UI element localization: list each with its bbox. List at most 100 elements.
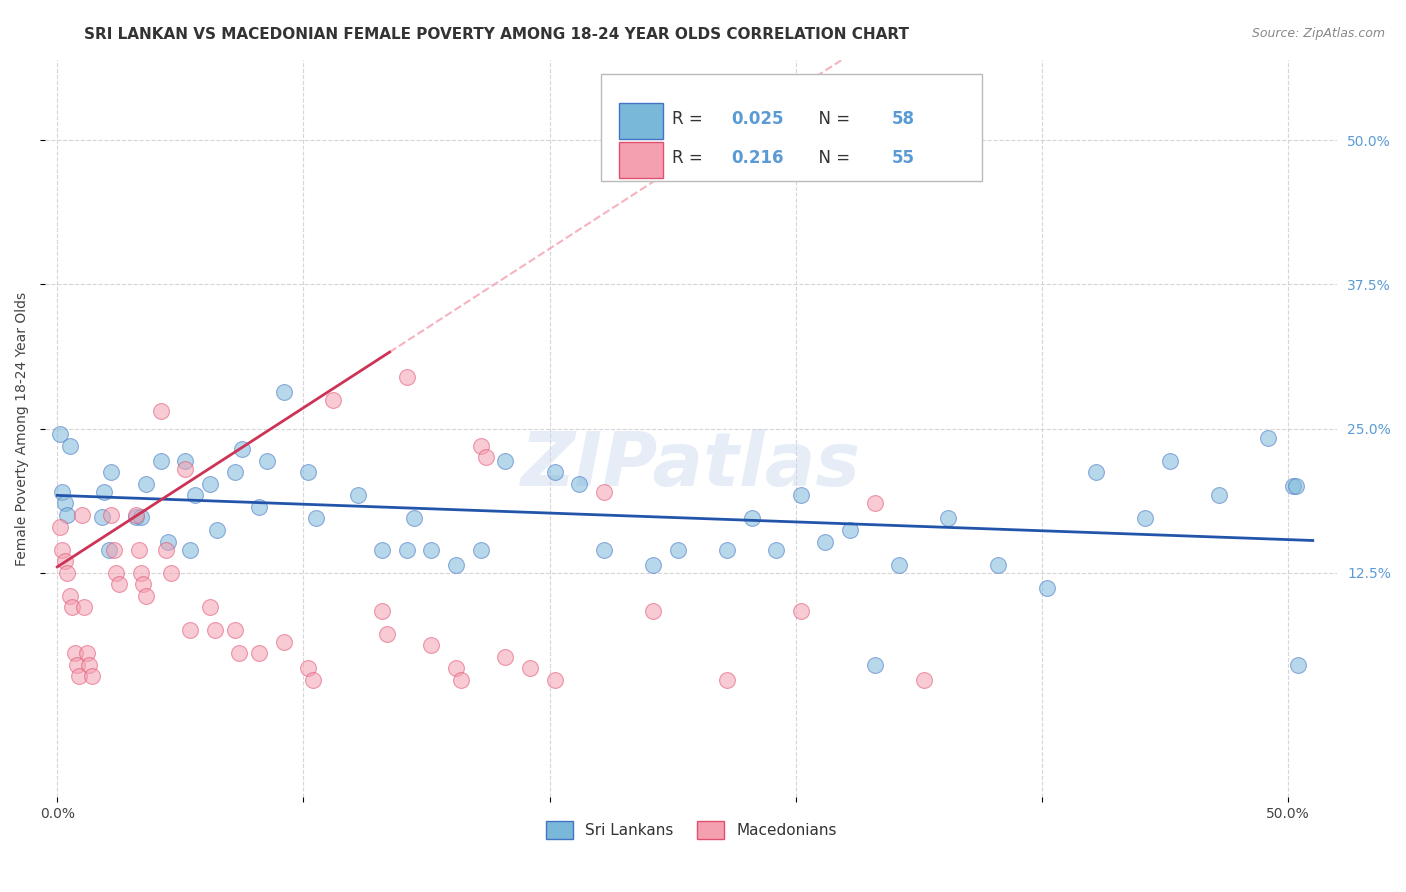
Point	[273, 384, 295, 399]
Text: 55: 55	[891, 149, 914, 167]
FancyBboxPatch shape	[600, 74, 981, 181]
Text: 0.025: 0.025	[731, 110, 783, 128]
Point	[159, 566, 181, 580]
Point	[641, 604, 664, 618]
FancyBboxPatch shape	[619, 142, 662, 178]
Point	[256, 454, 278, 468]
Point	[108, 577, 131, 591]
Point	[66, 657, 89, 672]
Point	[207, 523, 229, 537]
Point	[790, 488, 813, 502]
Point	[58, 589, 80, 603]
Point	[1135, 511, 1157, 525]
Point	[395, 542, 418, 557]
Point	[70, 508, 93, 522]
Point	[494, 454, 516, 468]
Point	[204, 624, 226, 638]
Point	[128, 542, 150, 557]
Text: ZIPatlas: ZIPatlas	[522, 429, 862, 502]
Point	[125, 508, 148, 522]
Point	[938, 511, 960, 525]
Point	[1286, 657, 1309, 672]
Point	[839, 523, 862, 537]
Point	[135, 589, 157, 603]
Point	[1257, 431, 1279, 445]
Point	[100, 466, 122, 480]
Point	[73, 600, 96, 615]
Point	[105, 566, 128, 580]
Point	[155, 542, 177, 557]
Text: SRI LANKAN VS MACEDONIAN FEMALE POVERTY AMONG 18-24 YEAR OLDS CORRELATION CHART: SRI LANKAN VS MACEDONIAN FEMALE POVERTY …	[84, 27, 910, 42]
Point	[174, 462, 197, 476]
Point	[179, 624, 201, 638]
Point	[444, 558, 467, 572]
Point	[470, 542, 492, 557]
Y-axis label: Female Poverty Among 18-24 Year Olds: Female Poverty Among 18-24 Year Olds	[15, 292, 30, 566]
Text: 58: 58	[891, 110, 914, 128]
Point	[765, 542, 787, 557]
Point	[63, 646, 86, 660]
Text: R =: R =	[672, 110, 707, 128]
Point	[305, 511, 328, 525]
Point	[67, 669, 90, 683]
Point	[790, 604, 813, 618]
Point	[53, 554, 76, 568]
Point	[98, 542, 121, 557]
Point	[247, 500, 270, 514]
Point	[641, 558, 664, 572]
Point	[1208, 488, 1230, 502]
Point	[198, 600, 221, 615]
Point	[322, 392, 344, 407]
Point	[79, 657, 101, 672]
Point	[568, 476, 591, 491]
FancyBboxPatch shape	[619, 103, 662, 138]
Point	[174, 454, 197, 468]
Point	[273, 635, 295, 649]
Point	[93, 484, 115, 499]
Point	[371, 542, 394, 557]
Point	[90, 510, 112, 524]
Point	[543, 673, 565, 687]
Point	[297, 661, 319, 675]
Point	[1159, 454, 1181, 468]
Point	[395, 369, 418, 384]
Point	[987, 558, 1010, 572]
Point	[53, 496, 76, 510]
Point	[129, 510, 152, 524]
Point	[184, 488, 207, 502]
Point	[450, 673, 472, 687]
Point	[592, 542, 614, 557]
Point	[470, 439, 492, 453]
Point	[519, 661, 541, 675]
Point	[889, 558, 911, 572]
Point	[543, 466, 565, 480]
Point	[247, 646, 270, 660]
Point	[814, 534, 837, 549]
Point	[100, 508, 122, 522]
Point	[125, 510, 148, 524]
Legend: Sri Lankans, Macedonians: Sri Lankans, Macedonians	[540, 815, 844, 845]
Point	[716, 542, 738, 557]
Point	[592, 484, 614, 499]
Point	[371, 604, 394, 618]
Text: N =: N =	[807, 110, 855, 128]
Point	[129, 566, 152, 580]
Point	[912, 673, 935, 687]
Point	[1284, 479, 1306, 493]
Point	[179, 542, 201, 557]
Point	[132, 577, 155, 591]
Point	[198, 476, 221, 491]
Point	[297, 466, 319, 480]
Point	[76, 646, 98, 660]
Point	[60, 600, 83, 615]
Point	[228, 646, 250, 660]
Point	[346, 488, 368, 502]
Point	[474, 450, 496, 465]
Point	[48, 427, 70, 442]
Point	[1085, 466, 1108, 480]
Point	[444, 661, 467, 675]
Point	[149, 454, 172, 468]
Point	[48, 519, 70, 533]
Point	[224, 466, 246, 480]
Point	[135, 476, 157, 491]
